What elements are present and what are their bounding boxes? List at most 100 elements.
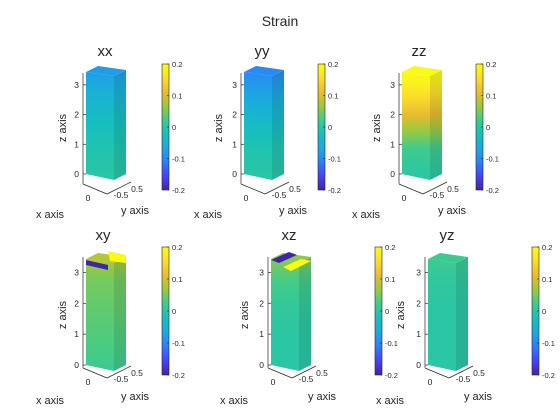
min-band <box>271 252 297 263</box>
block-front-face <box>428 259 456 371</box>
z-tick-label: 3 <box>390 80 395 90</box>
min-band <box>86 260 108 270</box>
z-axis-label: z axis <box>57 300 69 329</box>
x-axis-line <box>398 183 424 195</box>
colorbar-tick-label: 0.2 <box>328 60 338 69</box>
block-top-face <box>244 66 284 76</box>
colorbar-tick-label: 0.1 <box>172 92 182 101</box>
block-front-face <box>86 259 114 371</box>
block-top-face <box>86 66 126 76</box>
z-tick-label: 3 <box>259 267 264 277</box>
z-tick-label: 2 <box>259 298 264 308</box>
panel-title: xx <box>98 43 114 60</box>
x-tick-label: 0 <box>428 377 433 387</box>
panel-title: xz <box>282 227 297 244</box>
colorbar-tick-label: 0.2 <box>486 60 496 69</box>
y-axis-line <box>422 181 448 195</box>
x-axis-label: x axis <box>194 209 223 221</box>
colorbar-tick-label: 0.1 <box>486 92 496 101</box>
block-side-face <box>456 257 468 371</box>
z-tick-label: 0 <box>74 169 79 179</box>
block-side-face <box>114 257 126 371</box>
block-front-face <box>244 72 272 180</box>
y-axis-line <box>106 365 132 379</box>
x-tick-label: 0 <box>86 377 91 387</box>
colorbar-tick-label: -0.2 <box>486 186 499 195</box>
x-axis-line <box>240 183 266 195</box>
colorbar-tick-label: 0.2 <box>385 243 395 252</box>
block-side-face <box>430 70 442 180</box>
colorbar-tick-label: 0.2 <box>172 243 182 252</box>
panel-title: xy <box>96 227 112 244</box>
colorbar-tick-label: -0.2 <box>172 186 185 195</box>
figure-title: Strain <box>262 13 299 29</box>
block-side-face <box>272 70 284 180</box>
colorbar: 0.2 0.1 0 -0.1 -0.2 <box>531 243 555 380</box>
top-extreme-band <box>271 252 311 271</box>
colorbar-tick-label: 0 <box>385 307 389 316</box>
panel-xz: 0 1 2 3 0 0.5-0.5 xz x axis y axis z axis 0.2 0.1 0 -… <box>220 227 398 407</box>
z-tick-label: 2 <box>390 110 395 120</box>
y-axis-label: y axis <box>464 391 493 403</box>
x-tick-label: 0 <box>86 193 91 203</box>
colorbar-tick-label: -0.2 <box>542 371 555 380</box>
colorbar-tick-label: -0.2 <box>328 186 341 195</box>
colorbar-tick-label: 0.1 <box>542 275 552 284</box>
z-tick-label: 3 <box>416 267 421 277</box>
y-tick-label: -0.5 <box>430 190 445 200</box>
y-axis-line <box>264 181 290 195</box>
y-tick-label: 0.5 <box>447 184 459 194</box>
colorbar-tick-label: 0 <box>486 123 490 132</box>
z-axis-label: z axis <box>57 113 69 142</box>
colorbar: 0.2 0.1 0 -0.1 -0.2 <box>161 60 185 195</box>
x-tick-label: 0 <box>271 377 276 387</box>
y-tick-label: -0.5 <box>114 190 129 200</box>
max-band <box>108 251 126 263</box>
z-tick-label: 2 <box>232 110 237 120</box>
colorbar-tick-label: -0.1 <box>328 155 341 164</box>
z-tick-label: 2 <box>416 298 421 308</box>
x-axis-line <box>82 367 108 379</box>
y-tick-label: 0.5 <box>289 184 301 194</box>
y-axis-label: y axis <box>279 205 308 217</box>
z-tick-label: 0 <box>259 360 264 370</box>
z-tick-label: 0 <box>390 169 395 179</box>
colorbar-tick-label: 0 <box>172 123 176 132</box>
colorbar: 0.2 0.1 0 -0.1 -0.2 <box>374 243 398 380</box>
colorbar-tick-label: 0.2 <box>542 243 552 252</box>
colorbar-tick-label: -0.1 <box>542 339 555 348</box>
block-front-face <box>271 259 299 371</box>
top-extreme-band <box>86 251 126 270</box>
y-tick-label: -0.5 <box>114 374 129 384</box>
y-tick-label: -0.5 <box>456 374 471 384</box>
panel-xy: 0 1 2 3 0 0.5-0.5 xy x axis y axis z axis 0.2 0.1 0 -… <box>36 227 185 407</box>
z-tick-label: 2 <box>74 110 79 120</box>
colorbar-tick-label: -0.2 <box>385 371 398 380</box>
x-tick-label: 0 <box>244 193 249 203</box>
z-tick-label: 3 <box>74 80 79 90</box>
colorbar-tick-label: -0.1 <box>172 155 185 164</box>
y-axis-label: y axis <box>121 205 150 217</box>
z-tick-label: 0 <box>232 169 237 179</box>
y-tick-label: 0.5 <box>131 368 143 378</box>
colorbar-tick-label: 0.2 <box>172 60 182 69</box>
x-axis-line <box>424 367 450 379</box>
y-axis-line <box>291 365 317 379</box>
z-axis-label: z axis <box>213 113 225 142</box>
z-tick-label: 1 <box>390 139 395 149</box>
z-tick-label: 1 <box>259 329 264 339</box>
z-tick-label: 1 <box>232 139 237 149</box>
z-tick-label: 3 <box>232 80 237 90</box>
colorbar-tick-label: 0.1 <box>328 92 338 101</box>
colorbar: 0.2 0.1 0 -0.1 -0.2 <box>317 60 341 195</box>
block-front-face <box>86 72 114 180</box>
max-band <box>283 259 311 271</box>
colorbar-tick-label: 0.1 <box>172 275 182 284</box>
panel-zz: 0 1 2 3 0 0.5-0.5 zz x axis y axis z axis 0.2 0.1 0 -… <box>352 43 499 221</box>
panel-title: yz <box>440 227 455 244</box>
colorbar-tick-label: -0.1 <box>385 339 398 348</box>
panel-yz: 0 1 2 3 0 0.5-0.5 yz x axis y axis z axis 0.2 0.1 0 -… <box>376 227 555 407</box>
colorbar-tick-label: -0.1 <box>172 339 185 348</box>
z-axis-label: z axis <box>239 300 251 329</box>
y-tick-label: 0.5 <box>131 184 143 194</box>
